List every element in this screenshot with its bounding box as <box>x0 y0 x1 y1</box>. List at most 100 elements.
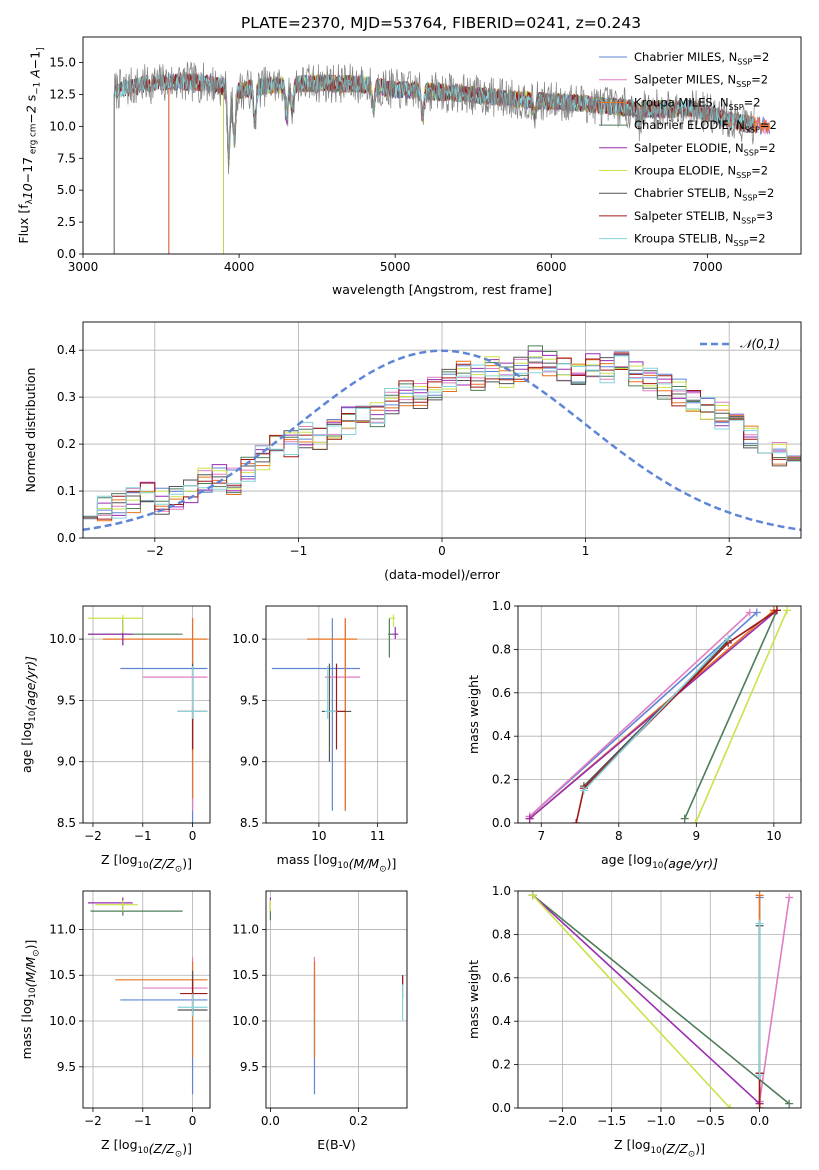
age-vs-mass-xtick-label: 11 <box>370 829 385 843</box>
residuals-xtick-label: 1 <box>582 544 590 558</box>
age-vs-mass-ytick-label: 9.5 <box>240 693 259 707</box>
plus-marker <box>755 919 764 928</box>
mass-vs-ebv-xtick-label: 0.2 <box>349 1114 368 1128</box>
plus-marker <box>772 606 781 615</box>
mass-vs-z-ytick-label: 10.5 <box>49 968 76 982</box>
mass-weight-vs-z-xtick-label: −0.5 <box>696 1114 725 1128</box>
mass-weight-vs-z-xtick-label: 0.0 <box>750 1114 769 1128</box>
spectrum-ytick-label: 7.5 <box>57 151 76 165</box>
residuals-plot-area <box>83 322 801 538</box>
mass-weight-line <box>529 609 778 820</box>
residuals-legend: 𝒩(0,1) <box>700 337 780 351</box>
mass-weight-vs-age-ytick-label: 0.4 <box>492 729 511 743</box>
legend-label: Chabrier STELIB, NSSP=2 <box>634 186 774 202</box>
plus-marker <box>745 608 754 617</box>
age-vs-mass-ytick-label: 10.0 <box>232 632 259 646</box>
residuals-ylabel: Normed distribution <box>23 368 38 493</box>
mass-weight-vs-z-ytick-label: 1.0 <box>492 884 511 898</box>
mass-vs-z-ytick-label: 9.5 <box>57 1060 76 1074</box>
mass-vs-z-xtick-label: 0 <box>189 1114 197 1128</box>
mass-weight-vs-age-xtick-label: 8 <box>615 829 623 843</box>
residuals-panel: −2 −1 0 1 2 0.0 0.1 0.2 0.3 0.4 (data-model)/error… <box>23 321 802 582</box>
mass-weight-vs-z-xtick-label: −1.0 <box>646 1114 675 1128</box>
age-vs-mass-panel: 10 11 8.5 9.0 9.5 10.0 mass [log10(M/M⊙)] <box>232 605 408 875</box>
residuals-xtick-label: −1 <box>290 544 308 558</box>
legend-label: Salpeter STELIB, NSSP=3 <box>634 209 773 225</box>
plus-marker <box>785 1099 794 1108</box>
mass-weight-line <box>683 609 778 820</box>
spectrum-ylabel: Flux [fλ10−17 erg cm−2 s−1 A−1] <box>16 47 46 243</box>
spectrum-xtick-label: 7000 <box>692 260 723 274</box>
spectrum-panel: 3000 4000 5000 6000 7000 0.0 2.5 5.0 7.5 10.0 12.5… <box>16 36 802 297</box>
age-vs-z-xtick-label: 0 <box>189 829 197 843</box>
mass-weight-vs-z-ytick-label: 0.4 <box>492 1014 511 1028</box>
residuals-frame <box>82 321 802 539</box>
residual-histogram <box>83 350 801 518</box>
mass-weight-vs-z-ytick-label: 0.2 <box>492 1058 511 1072</box>
age-vs-z-panel: −2 −1 0 8.5 9.0 9.5 10.0 Z [log10(Z/Z⊙)] age [lo… <box>19 605 211 875</box>
mass-weight-line <box>529 611 751 818</box>
residuals-ytick-label: 0.0 <box>57 531 76 545</box>
mass-vs-z-ytick-label: 11.0 <box>49 922 76 936</box>
age-vs-mass-ytick-label: 9.0 <box>240 755 259 769</box>
spectrum-ytick-label: 5.0 <box>57 183 76 197</box>
mass-weight-line <box>758 897 790 1102</box>
spectrum-data-line <box>113 61 755 254</box>
mass-weight-vs-z-frame <box>517 890 802 1109</box>
plus-marker <box>785 893 794 902</box>
spectrum-xtick-label: 6000 <box>536 260 567 274</box>
mass-weight-vs-age-ylabel: mass weight <box>466 675 481 754</box>
mass-weight-vs-age-xtick-label: 10 <box>766 829 781 843</box>
spectrum-frame <box>82 36 802 255</box>
legend-label: Chabrier ELODIE, NSSP=2 <box>634 118 777 134</box>
mass-weight-vs-age-plot-area <box>518 606 801 823</box>
mass-vs-z-ylabel: mass [log10(M/M⊙)] <box>19 940 42 1060</box>
mass-weight-vs-age-panel: 7 8 9 10 0.0 0.2 0.4 0.6 0.8 1.0 age [log10(age/yr… <box>466 599 802 871</box>
legend-label: 𝒩(0,1) <box>740 337 780 351</box>
normal-reference-curve <box>83 349 801 532</box>
mass-vs-z-frame <box>82 890 211 1109</box>
spectrum-ytick-label: 0.0 <box>57 247 76 261</box>
mass-weight-vs-age-ytick-label: 1.0 <box>492 599 511 613</box>
age-vs-mass-frame <box>265 605 408 824</box>
age-vs-z-xtick-label: −1 <box>134 829 152 843</box>
spectrum-plot-area <box>113 61 770 254</box>
spectrum-ytick-label: 12.5 <box>49 87 76 101</box>
mass-weight-vs-age-xtick-label: 9 <box>693 829 701 843</box>
plus-marker <box>783 606 792 615</box>
age-vs-z-ytick-label: 8.5 <box>57 816 76 830</box>
mass-weight-vs-age-frame <box>517 605 802 824</box>
mass-vs-ebv-panel: 0.0 0.2 9.5 10.0 10.5 11.0 E(B-V) <box>232 890 408 1152</box>
spectrum-xtick-label: 4000 <box>224 260 255 274</box>
mass-weight-vs-age-ytick-label: 0.8 <box>492 642 511 656</box>
plus-marker <box>724 634 733 643</box>
mass-weight-vs-z-xlabel: Z [log10(Z/Z⊙)] <box>614 1137 705 1160</box>
legend-label: Salpeter MILES, NSSP=2 <box>634 73 768 89</box>
mass-vs-ebv-ytick-label: 9.5 <box>240 1060 259 1074</box>
legend-label: Kroupa ELODIE, NSSP=2 <box>634 164 768 180</box>
plus-marker <box>691 819 700 823</box>
mass-weight-vs-z-xtick-label: −2.0 <box>548 1114 577 1128</box>
age-vs-z-ytick-label: 10.0 <box>49 632 76 646</box>
legend-label: Kroupa STELIB, NSSP=2 <box>634 232 766 248</box>
mass-weight-vs-age-ytick-label: 0.2 <box>492 773 511 787</box>
mass-weight-vs-age-xlabel: age [log10(age/yr)] <box>601 852 718 871</box>
plus-marker <box>755 1071 764 1080</box>
age-vs-mass-xlabel: mass [log10(M/M⊙)] <box>277 852 397 875</box>
spectrum-xtick-label: 5000 <box>380 260 411 274</box>
age-vs-z-ytick-label: 9.5 <box>57 693 76 707</box>
legend-label: Salpeter ELODIE, NSSP=2 <box>634 141 776 157</box>
plus-marker <box>752 608 761 617</box>
spectrum-ytick-label: 15.0 <box>49 56 76 70</box>
age-vs-z-xlabel: Z [log10(Z/Z⊙)] <box>101 852 192 875</box>
mass-vs-ebv-xlabel: E(B-V) <box>317 1137 356 1152</box>
mass-weight-vs-z-xtick-label: −1.5 <box>597 1114 626 1128</box>
plus-marker <box>755 891 764 900</box>
spectrum-ytick-label: 10.0 <box>49 119 76 133</box>
plus-marker <box>755 1104 764 1108</box>
residuals-ytick-label: 0.1 <box>57 484 76 498</box>
legend-label: Kroupa MILES, NSSP=2 <box>634 95 761 111</box>
mass-vs-z-xtick-label: −2 <box>84 1114 102 1128</box>
mass-weight-line <box>583 637 729 792</box>
